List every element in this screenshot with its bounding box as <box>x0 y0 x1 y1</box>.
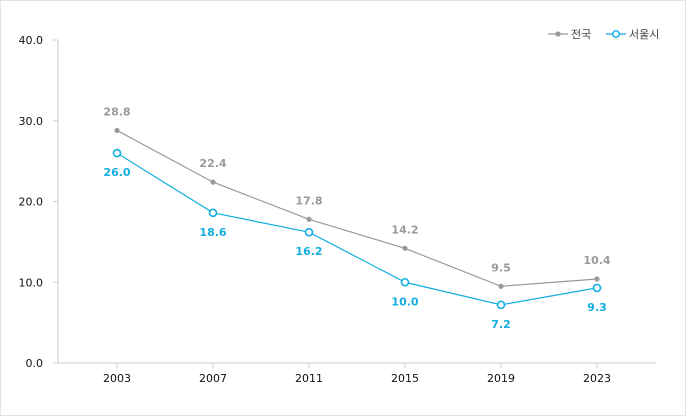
data-label: 10.4 <box>583 254 610 267</box>
data-point <box>114 127 120 134</box>
x-tick-label: 2023 <box>583 372 611 385</box>
series-seoul: 26.0 18.6 16.2 10.0 7.2 9.3 <box>103 148 607 331</box>
y-tick-label: 10.0 <box>19 276 44 289</box>
legend-label: 서울시 <box>629 28 659 41</box>
series-group: 28.8 22.4 17.8 14.2 9.5 10.4 26.0 18.6 16.2 10.0 7… <box>103 105 610 330</box>
data-point <box>498 283 504 289</box>
series-line <box>116 152 598 306</box>
legend-marker <box>555 31 561 37</box>
data-point <box>496 300 506 310</box>
y-axis-ticks: 0.0 10.0 20.0 30.0 40.0 <box>19 34 58 370</box>
data-label: 10.0 <box>391 295 418 308</box>
data-label: 9.5 <box>491 261 511 274</box>
data-point <box>594 276 600 282</box>
y-tick-label: 20.0 <box>19 196 44 209</box>
data-point <box>304 227 314 237</box>
data-point <box>402 245 408 251</box>
x-tick-label: 2011 <box>295 372 323 385</box>
data-label: 7.2 <box>491 318 511 331</box>
x-tick-label: 2019 <box>487 372 515 385</box>
data-label: 22.4 <box>199 157 226 170</box>
data-point <box>208 208 218 218</box>
series-line <box>116 129 598 287</box>
data-point <box>112 148 122 158</box>
data-label: 16.2 <box>295 245 322 258</box>
data-label: 9.3 <box>587 301 607 314</box>
data-label: 26.0 <box>103 166 130 179</box>
data-label: 14.2 <box>391 223 418 236</box>
series-national: 28.8 22.4 17.8 14.2 9.5 10.4 <box>103 105 611 289</box>
x-axis-ticks: 2003 2007 2011 2015 2019 2023 <box>103 363 611 385</box>
x-tick-label: 2015 <box>391 372 419 385</box>
legend-item-national: 전국 <box>548 28 591 41</box>
data-point <box>306 216 312 222</box>
data-label: 28.8 <box>103 105 130 118</box>
x-tick-label: 2007 <box>199 372 227 385</box>
legend-marker <box>612 30 620 38</box>
axes <box>57 40 656 364</box>
y-tick-label: 30.0 <box>19 115 44 128</box>
data-label: 18.6 <box>199 226 226 239</box>
y-tick-label: 0.0 <box>26 357 44 370</box>
data-label: 17.8 <box>295 194 322 207</box>
y-tick-label: 40.0 <box>19 34 44 47</box>
legend-item-seoul: 서울시 <box>606 28 659 41</box>
data-point <box>400 277 410 287</box>
legend: 전국 서울시 <box>548 28 659 41</box>
data-point <box>210 179 216 185</box>
data-point <box>592 283 602 293</box>
legend-label: 전국 <box>571 28 591 41</box>
x-tick-label: 2003 <box>103 372 131 385</box>
